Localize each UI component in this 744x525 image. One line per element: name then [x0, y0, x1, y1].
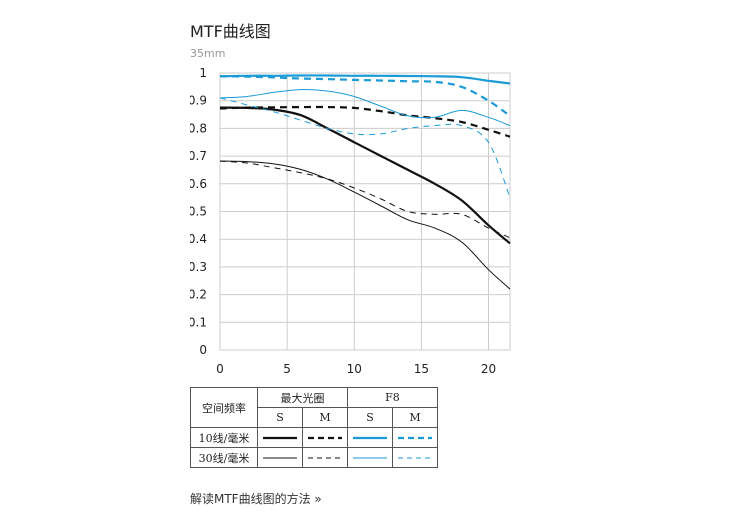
y-tick-label: 0.9: [190, 94, 207, 108]
y-tick-label: 0.6: [190, 177, 207, 191]
chart-title: MTF曲线图: [190, 22, 271, 41]
y-tick-label: 0.8: [190, 121, 207, 135]
legend-table: 空间频率 最大光圈 F8 S M S M 10线/毫米 30线/毫米: [190, 387, 438, 468]
series-line-max-10-m: [219, 105, 511, 138]
legend-spatial-freq-header: 空间频率: [190, 387, 258, 428]
legend-sample-max-10-s: [257, 427, 303, 448]
how-to-read-mtf-link[interactable]: 解读MTF曲线图的方法 »: [190, 492, 322, 506]
series-line-max-30-m: [219, 160, 511, 239]
mtf-chart: 00.10.20.30.40.50.60.70.80.910 5 10 15 20: [190, 66, 511, 376]
chart-subtitle: 35mm: [190, 47, 226, 60]
y-tick-label: 0.4: [190, 232, 207, 246]
legend-max-s-label: S: [257, 407, 303, 428]
x-tick-label: 20: [481, 362, 496, 376]
legend-sample-max-30-m: [302, 447, 348, 468]
series-line-f8-30-s: [219, 89, 511, 127]
legend-max-aperture-header: 最大光圈: [257, 387, 348, 408]
y-tick-label: 0.1: [190, 315, 207, 329]
y-tick-label: 0: [199, 343, 207, 357]
legend-row-30-label: 30线/毫米: [190, 447, 258, 468]
series-line-f8-10-m: [219, 75, 511, 117]
legend-f8-s-label: S: [347, 407, 393, 428]
x-tick-label: 15: [414, 362, 429, 376]
x-tick-label: 5: [283, 362, 291, 376]
x-tick-label: 0: [216, 362, 224, 376]
y-tick-label: 0.7: [190, 149, 207, 163]
y-tick-label: 1: [199, 66, 207, 80]
plot-frame: [219, 72, 511, 351]
legend-sample-max-30-s: [257, 447, 303, 468]
series-line-max-10-s: [219, 106, 511, 245]
legend-f8-header: F8: [347, 387, 438, 408]
legend-max-m-label: M: [302, 407, 348, 428]
legend-f8-m-label: M: [392, 407, 438, 428]
y-tick-label: 0.3: [190, 260, 207, 274]
legend-sample-f8-10-m: [392, 427, 438, 448]
legend-row-10-label: 10线/毫米: [190, 427, 258, 448]
series-line-f8-10-s: [219, 74, 511, 85]
legend-sample-f8-10-s: [347, 427, 393, 448]
legend-sample-f8-30-m: [392, 447, 438, 468]
x-tick-label: 10: [347, 362, 362, 376]
series-line-max-30-s: [219, 160, 511, 290]
y-tick-label: 0.5: [190, 205, 207, 219]
legend-sample-f8-30-s: [347, 447, 393, 468]
legend-sample-max-10-m: [302, 427, 348, 448]
y-tick-label: 0.2: [190, 288, 207, 302]
